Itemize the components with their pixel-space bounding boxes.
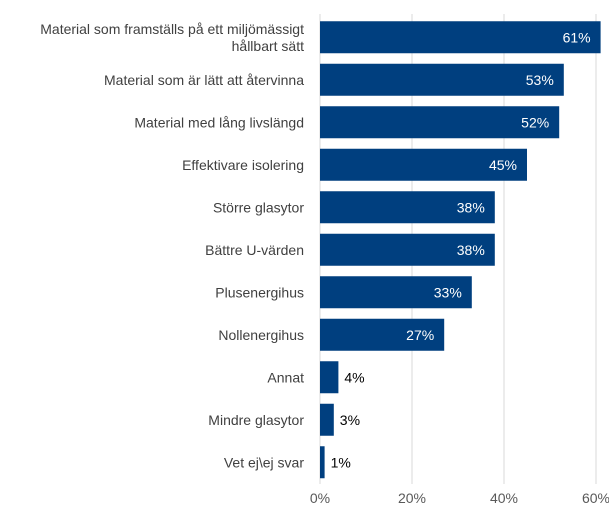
data-label: 4% — [344, 369, 364, 385]
bar — [320, 276, 472, 309]
bar — [320, 361, 339, 394]
category-label: Plusenergihus — [215, 284, 304, 300]
category-label-line: Nollenergihus — [218, 327, 304, 343]
category-label: Material som är lätt att återvinna — [104, 72, 304, 88]
category-label-line: Bättre U-värden — [205, 242, 304, 258]
data-label: 38% — [457, 199, 485, 215]
bar — [320, 63, 564, 96]
bar — [320, 21, 601, 54]
x-axis: 0% 20% 40% 60% — [310, 490, 609, 506]
data-label: 53% — [526, 72, 554, 88]
category-label: Mindre glasytor — [208, 412, 304, 428]
data-label: 61% — [563, 29, 591, 45]
category-label-line: Annat — [267, 369, 304, 385]
category-label: Bättre U-värden — [205, 242, 304, 258]
data-label: 45% — [489, 157, 517, 173]
category-label-line: Material som är lätt att återvinna — [104, 72, 304, 88]
data-label: 52% — [521, 114, 549, 130]
bar — [320, 403, 334, 436]
bar — [320, 148, 527, 181]
bar — [320, 446, 325, 479]
category-label-line: Plusenergihus — [215, 284, 304, 300]
category-label-line: Större glasytor — [213, 199, 304, 215]
category-label: Större glasytor — [213, 199, 304, 215]
x-tick-label: 20% — [398, 490, 426, 506]
category-label: Vet ej\ej svar — [224, 454, 304, 470]
category-label-line: Material som framställs på ett miljömäss… — [40, 21, 304, 37]
category-label: Nollenergihus — [218, 327, 304, 343]
category-label: Material med lång livslängd — [134, 114, 304, 130]
data-label: 38% — [457, 242, 485, 258]
x-tick-label: 60% — [582, 490, 609, 506]
x-tick-label: 0% — [310, 490, 330, 506]
data-label: 27% — [406, 327, 434, 343]
category-label-line: hållbart sätt — [232, 38, 304, 54]
x-tick-label: 40% — [490, 490, 518, 506]
data-label: 3% — [340, 412, 360, 428]
bar — [320, 106, 560, 139]
category-label: Effektivare isolering — [182, 157, 304, 173]
bar — [320, 318, 445, 351]
data-labels: 61% 53% 52% 45% 38% 38% 33% 27% 4% 3% 1% — [331, 29, 591, 470]
data-label: 1% — [331, 454, 351, 470]
bar — [320, 233, 495, 266]
category-label-line: Mindre glasytor — [208, 412, 304, 428]
data-label: 33% — [434, 284, 462, 300]
bar — [320, 191, 495, 224]
category-label-line: Effektivare isolering — [182, 157, 304, 173]
category-label-line: Material med lång livslängd — [134, 114, 304, 130]
category-label: Annat — [267, 369, 304, 385]
category-label-line: Vet ej\ej svar — [224, 454, 304, 470]
category-labels: Material som framställs på ett miljömäss… — [40, 21, 304, 471]
bars — [320, 21, 601, 479]
category-label: Material som framställs på ett miljömäss… — [40, 21, 304, 54]
